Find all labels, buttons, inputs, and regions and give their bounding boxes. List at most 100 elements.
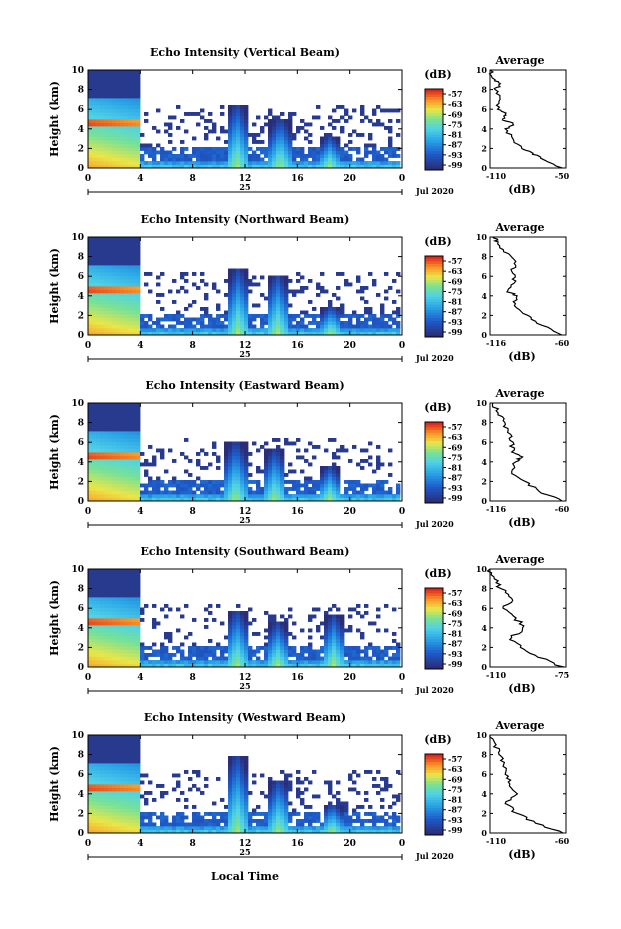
heatmap-cell <box>220 663 225 668</box>
heatmap-cell <box>184 321 189 325</box>
heatmap-cell <box>256 497 261 502</box>
heatmap-cell <box>112 303 117 308</box>
heatmap-cell <box>136 805 141 809</box>
heatmap-cell <box>340 632 345 636</box>
heatmap-cell <box>264 649 269 654</box>
heatmap-cell <box>396 487 401 491</box>
heatmap-cell <box>324 328 329 332</box>
heatmap-cell <box>268 136 273 141</box>
heatmap-cell <box>88 296 93 301</box>
heatmap-cell <box>292 293 297 297</box>
heatmap-cell <box>240 766 245 771</box>
heatmap-cell <box>124 244 129 248</box>
average-profile-line <box>492 236 563 336</box>
heatmap-cell <box>136 798 141 802</box>
heatmap-cell <box>228 164 233 169</box>
heatmap-cell <box>104 403 109 407</box>
heatmap-cell <box>124 812 129 816</box>
heatmap-cell <box>236 321 241 325</box>
heatmap-cell <box>92 434 97 439</box>
colorbar-segment <box>425 478 443 482</box>
heatmap-cell <box>116 621 121 626</box>
heatmap-cell <box>100 406 105 411</box>
heatmap-cell <box>120 136 125 141</box>
heatmap-cell <box>324 483 329 488</box>
heatmap-cell <box>88 583 93 587</box>
average-x-tick-label: -116 <box>486 504 506 514</box>
colorbar-unit: (dB) <box>424 235 451 248</box>
heatmap-cell <box>348 282 353 287</box>
heatmap-cell <box>100 240 105 245</box>
heatmap-cell <box>268 639 273 643</box>
heatmap-cell <box>224 656 229 661</box>
heatmap-cell <box>88 579 93 584</box>
heatmap-cell <box>112 480 117 484</box>
heatmap-cell <box>336 469 341 474</box>
heatmap-cell <box>240 286 245 290</box>
heatmap-cell <box>208 119 213 123</box>
heatmap-cell <box>120 600 125 605</box>
heatmap-cell <box>192 282 197 287</box>
average-profile-line <box>488 69 563 169</box>
heatmap-cell <box>332 642 337 647</box>
heatmap-cell <box>200 154 205 158</box>
heatmap-cell <box>140 452 145 456</box>
heatmap-cell <box>328 497 333 502</box>
colorbar-segment <box>425 604 443 608</box>
colorbar-segment <box>425 492 443 496</box>
heatmap-cell <box>396 483 401 488</box>
heatmap-cell <box>316 628 321 633</box>
average-y-tick-label: 4 <box>481 623 487 633</box>
heatmap-cell <box>160 455 165 460</box>
heatmap-cell <box>96 240 101 245</box>
heatmap-cell <box>308 646 313 650</box>
heatmap-cell <box>224 448 229 453</box>
heatmap-cell <box>344 328 349 332</box>
heatmap-cell <box>212 286 217 290</box>
heatmap-cell <box>152 663 157 668</box>
heatmap-cell <box>100 621 105 626</box>
heatmap-cell <box>336 296 341 301</box>
heatmap-cell <box>144 604 149 608</box>
heatmap-cell <box>340 303 345 308</box>
heatmap-cell <box>356 483 361 488</box>
heatmap-cell <box>96 164 101 169</box>
heatmap-cell <box>324 660 329 664</box>
heatmap-cell <box>160 324 165 329</box>
heatmap-cell <box>108 635 113 640</box>
heatmap-cell <box>332 625 337 629</box>
heatmap-cell <box>100 469 105 474</box>
heatmap-cell <box>276 143 281 148</box>
heatmap-cell <box>376 607 381 612</box>
heatmap-cell <box>240 331 245 336</box>
heatmap-cell <box>256 466 261 470</box>
heatmap-cell <box>228 317 233 322</box>
heatmap-cell <box>248 462 253 467</box>
heatmap-cell <box>92 738 97 743</box>
heatmap-cell <box>120 403 125 407</box>
heatmap-cell <box>376 490 381 495</box>
heatmap-cell <box>108 324 113 329</box>
heatmap-cell <box>160 794 165 799</box>
heatmap-cell <box>188 487 193 491</box>
heatmap-cell <box>232 759 237 764</box>
heatmap-cell <box>116 752 121 757</box>
heatmap-cell <box>240 441 245 446</box>
heatmap-cell <box>108 569 113 573</box>
heatmap-cell <box>372 660 377 664</box>
heatmap-cell <box>352 328 357 332</box>
heatmap-cell <box>308 122 313 127</box>
heatmap-cell <box>240 483 245 488</box>
heatmap-cell <box>292 112 297 116</box>
heatmap-cell <box>284 154 289 158</box>
colorbar-segment <box>425 126 443 130</box>
heatmap-cell <box>224 462 229 467</box>
heatmap-cell <box>192 653 197 657</box>
heatmap-cell <box>372 646 377 650</box>
heatmap-cell <box>116 161 121 165</box>
heatmap-cell <box>120 829 125 834</box>
heatmap-cell <box>208 129 213 134</box>
heatmap-cell <box>272 660 277 664</box>
heatmap-cell <box>120 770 125 774</box>
heatmap-cell <box>116 745 121 750</box>
